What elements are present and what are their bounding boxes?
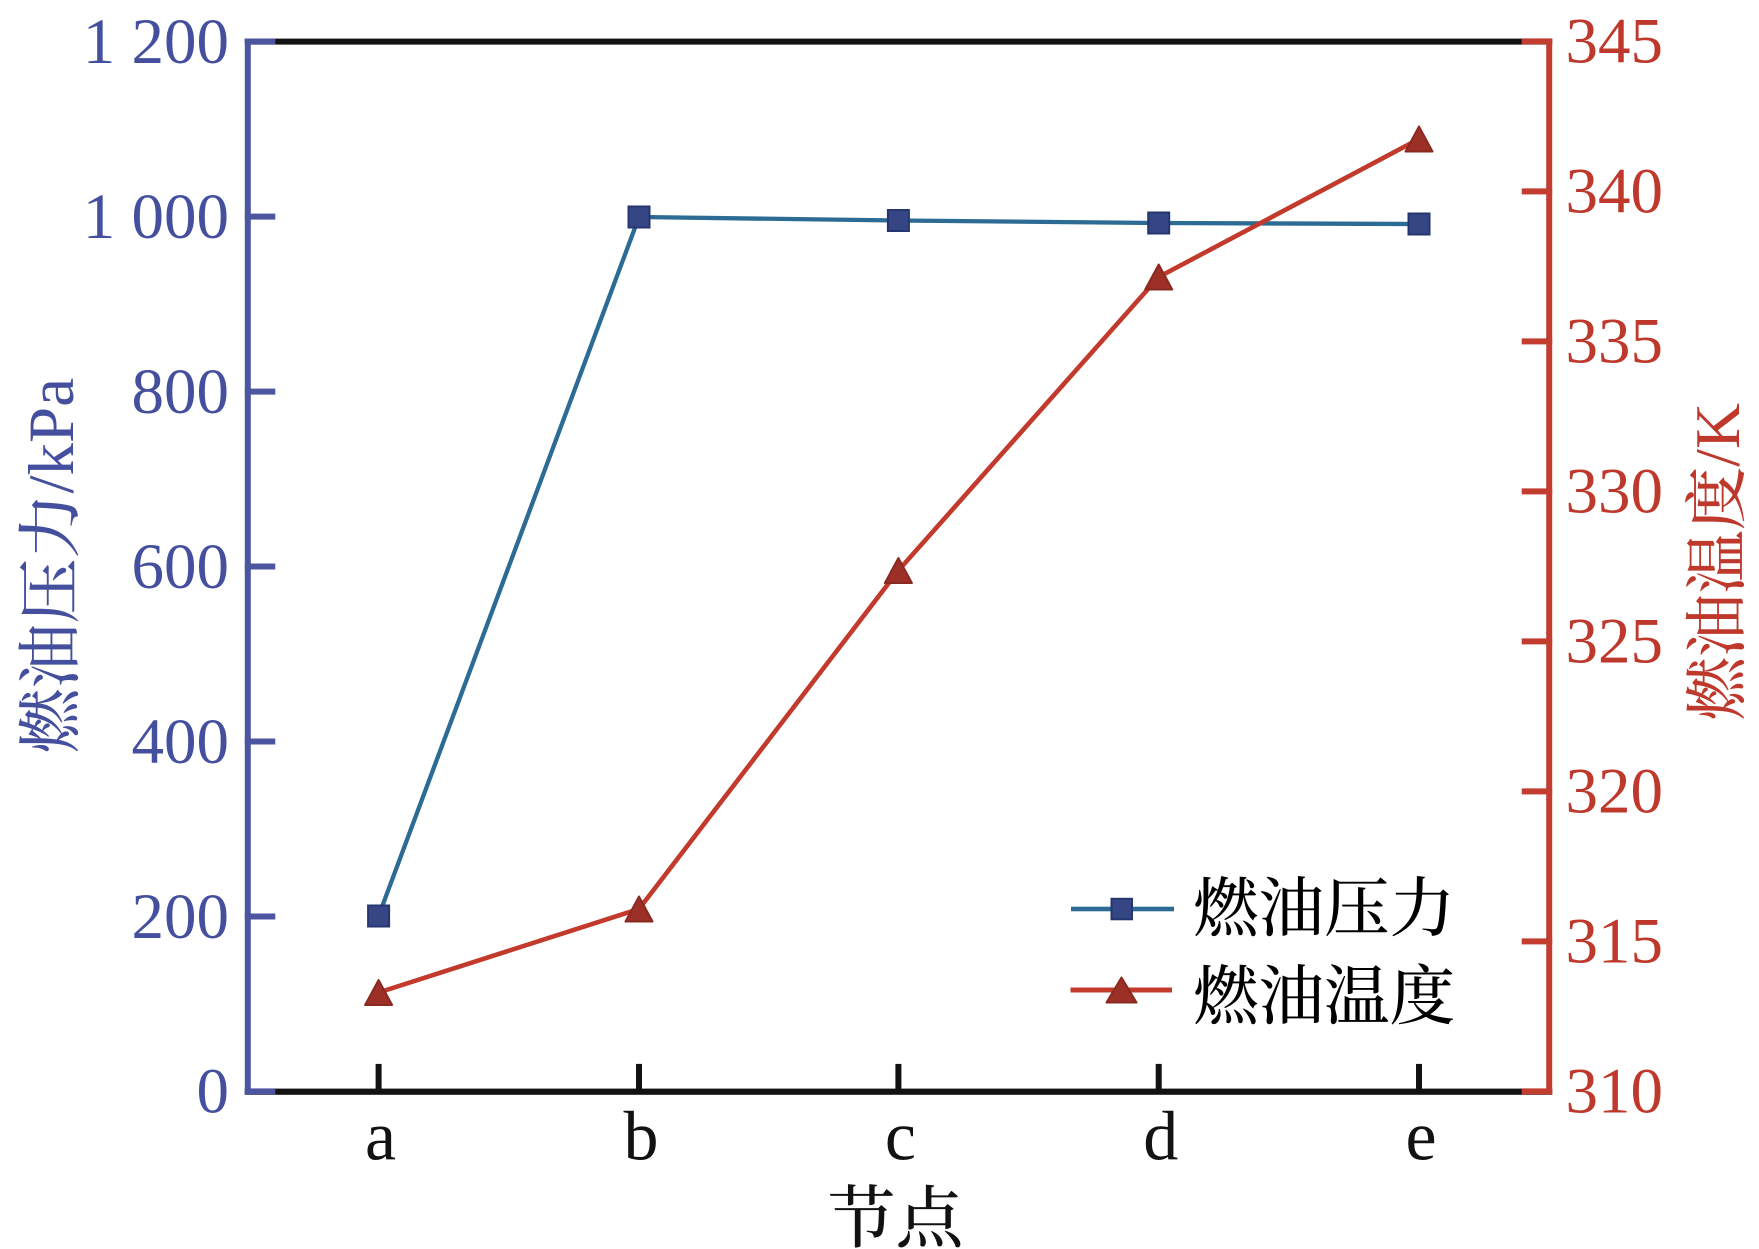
- svg-text:335: 335: [1566, 306, 1664, 378]
- svg-text:e: e: [1405, 1099, 1436, 1176]
- svg-text:315: 315: [1566, 906, 1664, 978]
- svg-text:340: 340: [1566, 156, 1664, 228]
- svg-text:320: 320: [1566, 756, 1664, 828]
- svg-text:200: 200: [132, 881, 230, 953]
- svg-text:0: 0: [197, 1056, 230, 1128]
- svg-text:800: 800: [132, 356, 230, 428]
- svg-text:1 200: 1 200: [83, 6, 229, 78]
- svg-text:/kPa: /kPa: [16, 378, 88, 494]
- svg-text:310: 310: [1566, 1056, 1664, 1128]
- svg-text:330: 330: [1566, 456, 1664, 528]
- svg-text:400: 400: [132, 706, 230, 778]
- svg-text:c: c: [885, 1099, 916, 1176]
- svg-text:345: 345: [1566, 6, 1664, 78]
- svg-text:b: b: [624, 1099, 659, 1176]
- svg-text:325: 325: [1566, 606, 1664, 678]
- svg-text:1 000: 1 000: [83, 181, 229, 253]
- svg-text:/K: /K: [1682, 403, 1753, 467]
- svg-text:d: d: [1143, 1099, 1178, 1176]
- svg-text:a: a: [365, 1099, 396, 1176]
- svg-text:600: 600: [132, 531, 230, 603]
